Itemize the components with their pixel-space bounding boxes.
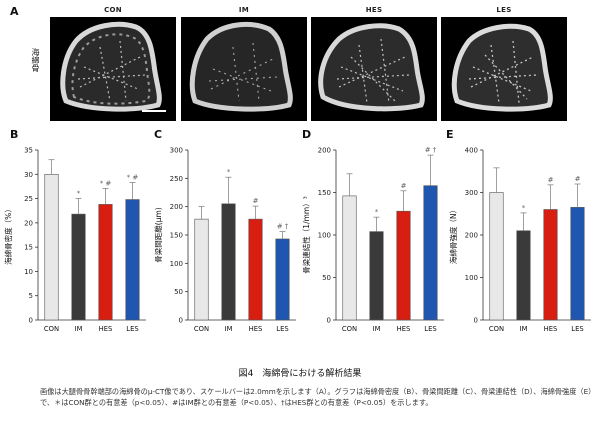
chart-c-x-tick-label-con: CON [194, 325, 209, 333]
chart-e-significance-les: # [575, 175, 581, 183]
chart-b-y-tick-label: 10 [24, 268, 33, 276]
chart-b-y-tick-label: 0 [29, 317, 33, 325]
chart-c-y-tick-label: 0 [179, 317, 183, 325]
panel-letter-d: D [302, 128, 312, 141]
chart-c-x-tick-label-im: IM [225, 325, 233, 333]
chart-e-y-tick-label: 200 [465, 232, 478, 240]
chart-b-x-tick-label-hes: HES [99, 325, 113, 333]
chart-d-y-axis-label: 骨梁連結性（1/mm）³ [301, 196, 311, 273]
chart-c-significance-im: * [227, 168, 231, 176]
chart-c-bar-con [194, 218, 209, 321]
chart-d-significance-hes: # [401, 182, 407, 190]
chart-d-x-tick-label-les: LES [424, 325, 436, 333]
chart-b-x-tick-label-con: CON [44, 325, 59, 333]
chart-c-y-tick-label: 150 [170, 232, 183, 240]
chart-e-bar-im [516, 230, 531, 321]
chart-b-y-tick-label: 25 [24, 195, 33, 203]
chart-d-y-tick-label: 0 [327, 317, 331, 325]
group-label-hes: HES [365, 6, 383, 14]
chart-e-y-tick-label: 100 [465, 274, 478, 282]
micro-ct-image-im [181, 17, 307, 121]
panel-letter-b: B [10, 128, 19, 141]
panel-letter-c: C [154, 128, 163, 141]
chart-d-bar-con [342, 195, 357, 321]
chart-d-bar-hes [396, 210, 411, 321]
chart-c-y-tick-label: 300 [170, 147, 183, 155]
chart-e-bar-les [570, 207, 585, 321]
cancellous-bone-side-label: 海綿骨 [31, 48, 40, 72]
chart-e-x-tick-label-im: IM [520, 325, 528, 333]
chart-d-bar-les [423, 185, 438, 321]
figure-title: 図4 海綿骨における解析結果 [238, 369, 362, 379]
chart-b-bar-les [125, 199, 140, 321]
bone-strength-chart: 海綿骨強度（N） 0 100 200 300 400 CON * IM # HES # LES [448, 147, 591, 333]
chart-b-y-tick-label: 5 [29, 292, 33, 300]
chart-d-significance-les: # † [425, 146, 437, 154]
chart-d-significance-im: * [375, 208, 379, 216]
panel-letter-e: E [446, 128, 454, 141]
chart-b-y-tick-label: 15 [24, 244, 33, 252]
chart-c-significance-hes: # [253, 197, 259, 205]
group-label-les: LES [496, 6, 512, 14]
chart-e-x-tick-label-hes: HES [544, 325, 558, 333]
chart-c-y-tick-label: 200 [170, 203, 183, 211]
chart-d-bar-im [369, 231, 384, 321]
chart-c-significance-les: # † [277, 223, 289, 231]
chart-e-x-tick-label-con: CON [489, 325, 504, 333]
chart-b-significance-hes: * # [100, 179, 112, 187]
chart-d-x-tick-label-im: IM [373, 325, 381, 333]
trabecular-separation-chart: 骨梁間距離(μm) 0 50 100 150 200 250 300 CON * IM # HES # †… [153, 147, 296, 333]
chart-e-y-tick-label: 300 [465, 189, 478, 197]
micro-ct-image-con [50, 17, 176, 121]
chart-c-y-tick-label: 250 [170, 175, 183, 183]
chart-e-y-tick-label: 400 [465, 147, 478, 155]
figure-caption: 画像は大腿骨骨幹端部の海綿骨のμ-CT像であり、スケールバーは2.0mmを示しま… [40, 387, 596, 407]
connectivity-density-chart: 骨梁連結性（1/mm）³ 0 50 100 150 200 CON * IM # HES # † LES [301, 146, 444, 333]
micro-ct-image-hes [311, 17, 437, 121]
chart-c-bar-hes [248, 218, 263, 321]
chart-b-significance-im: * [77, 190, 81, 198]
group-label-con: CON [104, 6, 122, 14]
chart-b-bar-con [44, 173, 59, 321]
chart-b-bar-im [71, 213, 86, 321]
chart-b-bar-hes [98, 204, 113, 321]
chart-e-y-tick-label: 0 [474, 317, 478, 325]
chart-b-x-tick-label-im: IM [75, 325, 83, 333]
chart-b-significance-les: * # [127, 174, 139, 182]
chart-c-bar-im [221, 203, 236, 321]
chart-b-y-tick-label: 35 [24, 147, 33, 155]
group-label-im: IM [238, 6, 250, 14]
chart-e-bar-hes [543, 209, 558, 321]
chart-c-x-tick-label-les: LES [276, 325, 288, 333]
chart-c-y-axis-label: 骨梁間距離(μm) [153, 207, 163, 263]
chart-e-significance-im: * [522, 204, 526, 212]
chart-b-y-tick-label: 20 [24, 219, 33, 227]
micro-ct-image-les [441, 17, 567, 121]
chart-b-y-tick-label: 30 [24, 171, 33, 179]
chart-d-y-tick-label: 50 [322, 274, 331, 282]
bone-density-chart: 海綿骨密度（%） 0 5 10 15 20 25 30 35 CON * IM * # HES * # LES [3, 147, 146, 333]
chart-c-y-tick-label: 100 [170, 260, 183, 268]
chart-e-significance-hes: # [548, 176, 554, 184]
chart-b-y-axis-label: 海綿骨密度（%） [3, 205, 13, 265]
chart-e-y-axis-label: 海綿骨強度（N） [448, 206, 458, 264]
chart-b-x-tick-label-les: LES [126, 325, 138, 333]
chart-d-x-tick-label-con: CON [342, 325, 357, 333]
chart-e-bar-con [489, 192, 504, 321]
chart-c-x-tick-label-hes: HES [249, 325, 263, 333]
chart-c-y-tick-label: 50 [174, 288, 183, 296]
chart-d-x-tick-label-hes: HES [397, 325, 411, 333]
chart-c-bar-les [275, 238, 290, 321]
chart-d-y-tick-label: 200 [318, 147, 331, 155]
chart-d-y-tick-label: 150 [318, 189, 331, 197]
panel-letter-a: A [10, 5, 19, 18]
chart-e-x-tick-label-les: LES [571, 325, 583, 333]
chart-d-y-tick-label: 100 [318, 232, 331, 240]
